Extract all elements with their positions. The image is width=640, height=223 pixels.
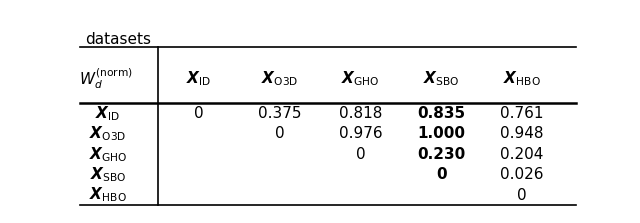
Text: $\boldsymbol{X}_{\mathrm{ID}}$: $\boldsymbol{X}_{\mathrm{ID}}$: [95, 104, 120, 123]
Text: datasets: datasets: [85, 32, 151, 47]
Text: 0.835: 0.835: [417, 106, 465, 121]
Text: 0.204: 0.204: [500, 147, 544, 162]
Text: 0.948: 0.948: [500, 126, 544, 141]
Text: 1.000: 1.000: [417, 126, 465, 141]
Text: $\boldsymbol{X}_{\mathrm{SBO}}$: $\boldsymbol{X}_{\mathrm{SBO}}$: [90, 165, 126, 184]
Text: $\boldsymbol{X}_{\mathrm{GHO}}$: $\boldsymbol{X}_{\mathrm{GHO}}$: [341, 69, 380, 88]
Text: 0: 0: [275, 126, 284, 141]
Text: 0: 0: [436, 167, 447, 182]
Text: 0.976: 0.976: [339, 126, 382, 141]
Text: 0: 0: [517, 188, 527, 203]
Text: $\boldsymbol{X}_{\mathrm{HBO}}$: $\boldsymbol{X}_{\mathrm{HBO}}$: [89, 186, 127, 204]
Text: 0.818: 0.818: [339, 106, 382, 121]
Text: $\boldsymbol{X}_{\mathrm{O3D}}$: $\boldsymbol{X}_{\mathrm{O3D}}$: [261, 69, 298, 88]
Text: $\boldsymbol{X}_{\mathrm{ID}}$: $\boldsymbol{X}_{\mathrm{ID}}$: [186, 69, 211, 88]
Text: $\boldsymbol{X}_{\mathrm{GHO}}$: $\boldsymbol{X}_{\mathrm{GHO}}$: [88, 145, 127, 164]
Text: 0.375: 0.375: [258, 106, 301, 121]
Text: 0.230: 0.230: [417, 147, 465, 162]
Text: $W_d^{\mathrm{(norm)}}$: $W_d^{\mathrm{(norm)}}$: [79, 66, 133, 91]
Text: $\boldsymbol{X}_{\mathrm{HBO}}$: $\boldsymbol{X}_{\mathrm{HBO}}$: [503, 69, 541, 88]
Text: 0: 0: [194, 106, 204, 121]
Text: 0.026: 0.026: [500, 167, 544, 182]
Text: 0.761: 0.761: [500, 106, 544, 121]
Text: $\boldsymbol{X}_{\mathrm{SBO}}$: $\boldsymbol{X}_{\mathrm{SBO}}$: [423, 69, 460, 88]
Text: 0: 0: [356, 147, 365, 162]
Text: $\boldsymbol{X}_{\mathrm{O3D}}$: $\boldsymbol{X}_{\mathrm{O3D}}$: [90, 124, 126, 143]
